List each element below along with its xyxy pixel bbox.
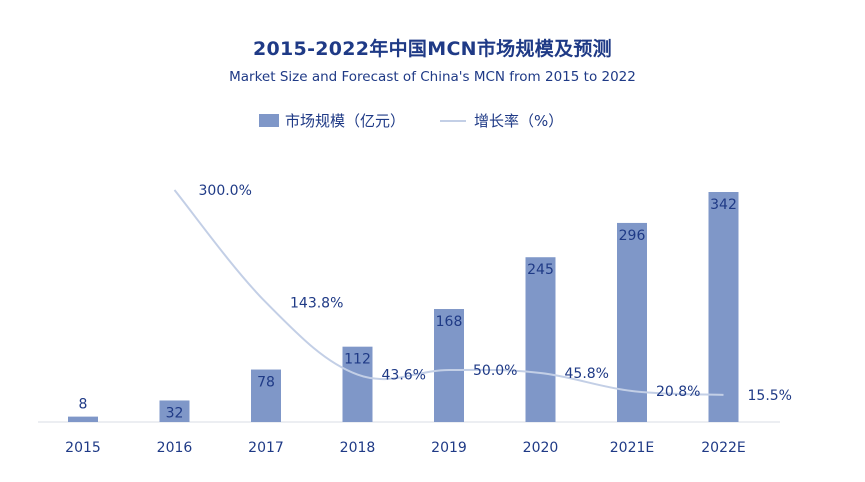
legend-swatch-line	[440, 119, 466, 122]
x-tick-2020: 2020	[523, 440, 559, 456]
bar-label-2015: 8	[79, 397, 88, 413]
bar-label-2020: 245	[527, 262, 554, 278]
line-label-2019: 50.0%	[473, 363, 517, 379]
legend-label-market-size: 市场规模（亿元）	[285, 112, 406, 130]
chart-title: 2015-2022年中国MCN市场规模及预测	[252, 38, 612, 60]
legend-item-market-size: 市场规模（亿元）	[259, 110, 405, 131]
bar-label-2016: 32	[166, 405, 184, 421]
line-label-2017: 143.8%	[290, 295, 343, 311]
bar-label-2022E: 342	[710, 197, 737, 213]
bar-2022E	[708, 192, 739, 422]
line-label-2022E: 15.5%	[748, 388, 792, 404]
line-label-2018: 43.6%	[382, 368, 426, 384]
bar-label-2021E: 296	[619, 228, 646, 244]
growth-rate-line	[173, 189, 724, 396]
bar-2015	[68, 416, 98, 422]
x-tick-2022E: 2022E	[701, 440, 745, 456]
legend-label-growth-rate: 增长率（%）	[474, 112, 564, 130]
x-tick-2015: 2015	[65, 440, 101, 456]
line-label-2016: 300.0%	[199, 183, 252, 199]
line-label-2020: 45.8%	[565, 366, 609, 382]
x-tick-2018: 2018	[340, 440, 376, 456]
legend: 市场规模（亿元） 增长率（%）	[0, 110, 865, 130]
legend-swatch-bar	[259, 114, 279, 127]
bar-2020	[525, 257, 556, 422]
bar-label-2017: 78	[257, 375, 275, 391]
x-tick-2021E: 2021E	[610, 440, 654, 456]
bar-2016	[159, 400, 190, 422]
bar-2019	[434, 309, 464, 422]
bar-2017	[251, 369, 281, 422]
bar-label-2018: 112	[344, 352, 371, 368]
x-tick-2017: 2017	[248, 440, 284, 456]
chart-subtitle: Market Size and Forecast of China's MCN …	[229, 69, 636, 85]
line-label-2021E: 20.8%	[656, 384, 700, 400]
x-tick-2019: 2019	[431, 440, 467, 456]
bar-2018	[342, 346, 373, 422]
bar-label-2019: 168	[436, 314, 463, 330]
legend-item-growth-rate: 增长率（%）	[440, 110, 563, 131]
x-tick-2016: 2016	[157, 440, 193, 456]
